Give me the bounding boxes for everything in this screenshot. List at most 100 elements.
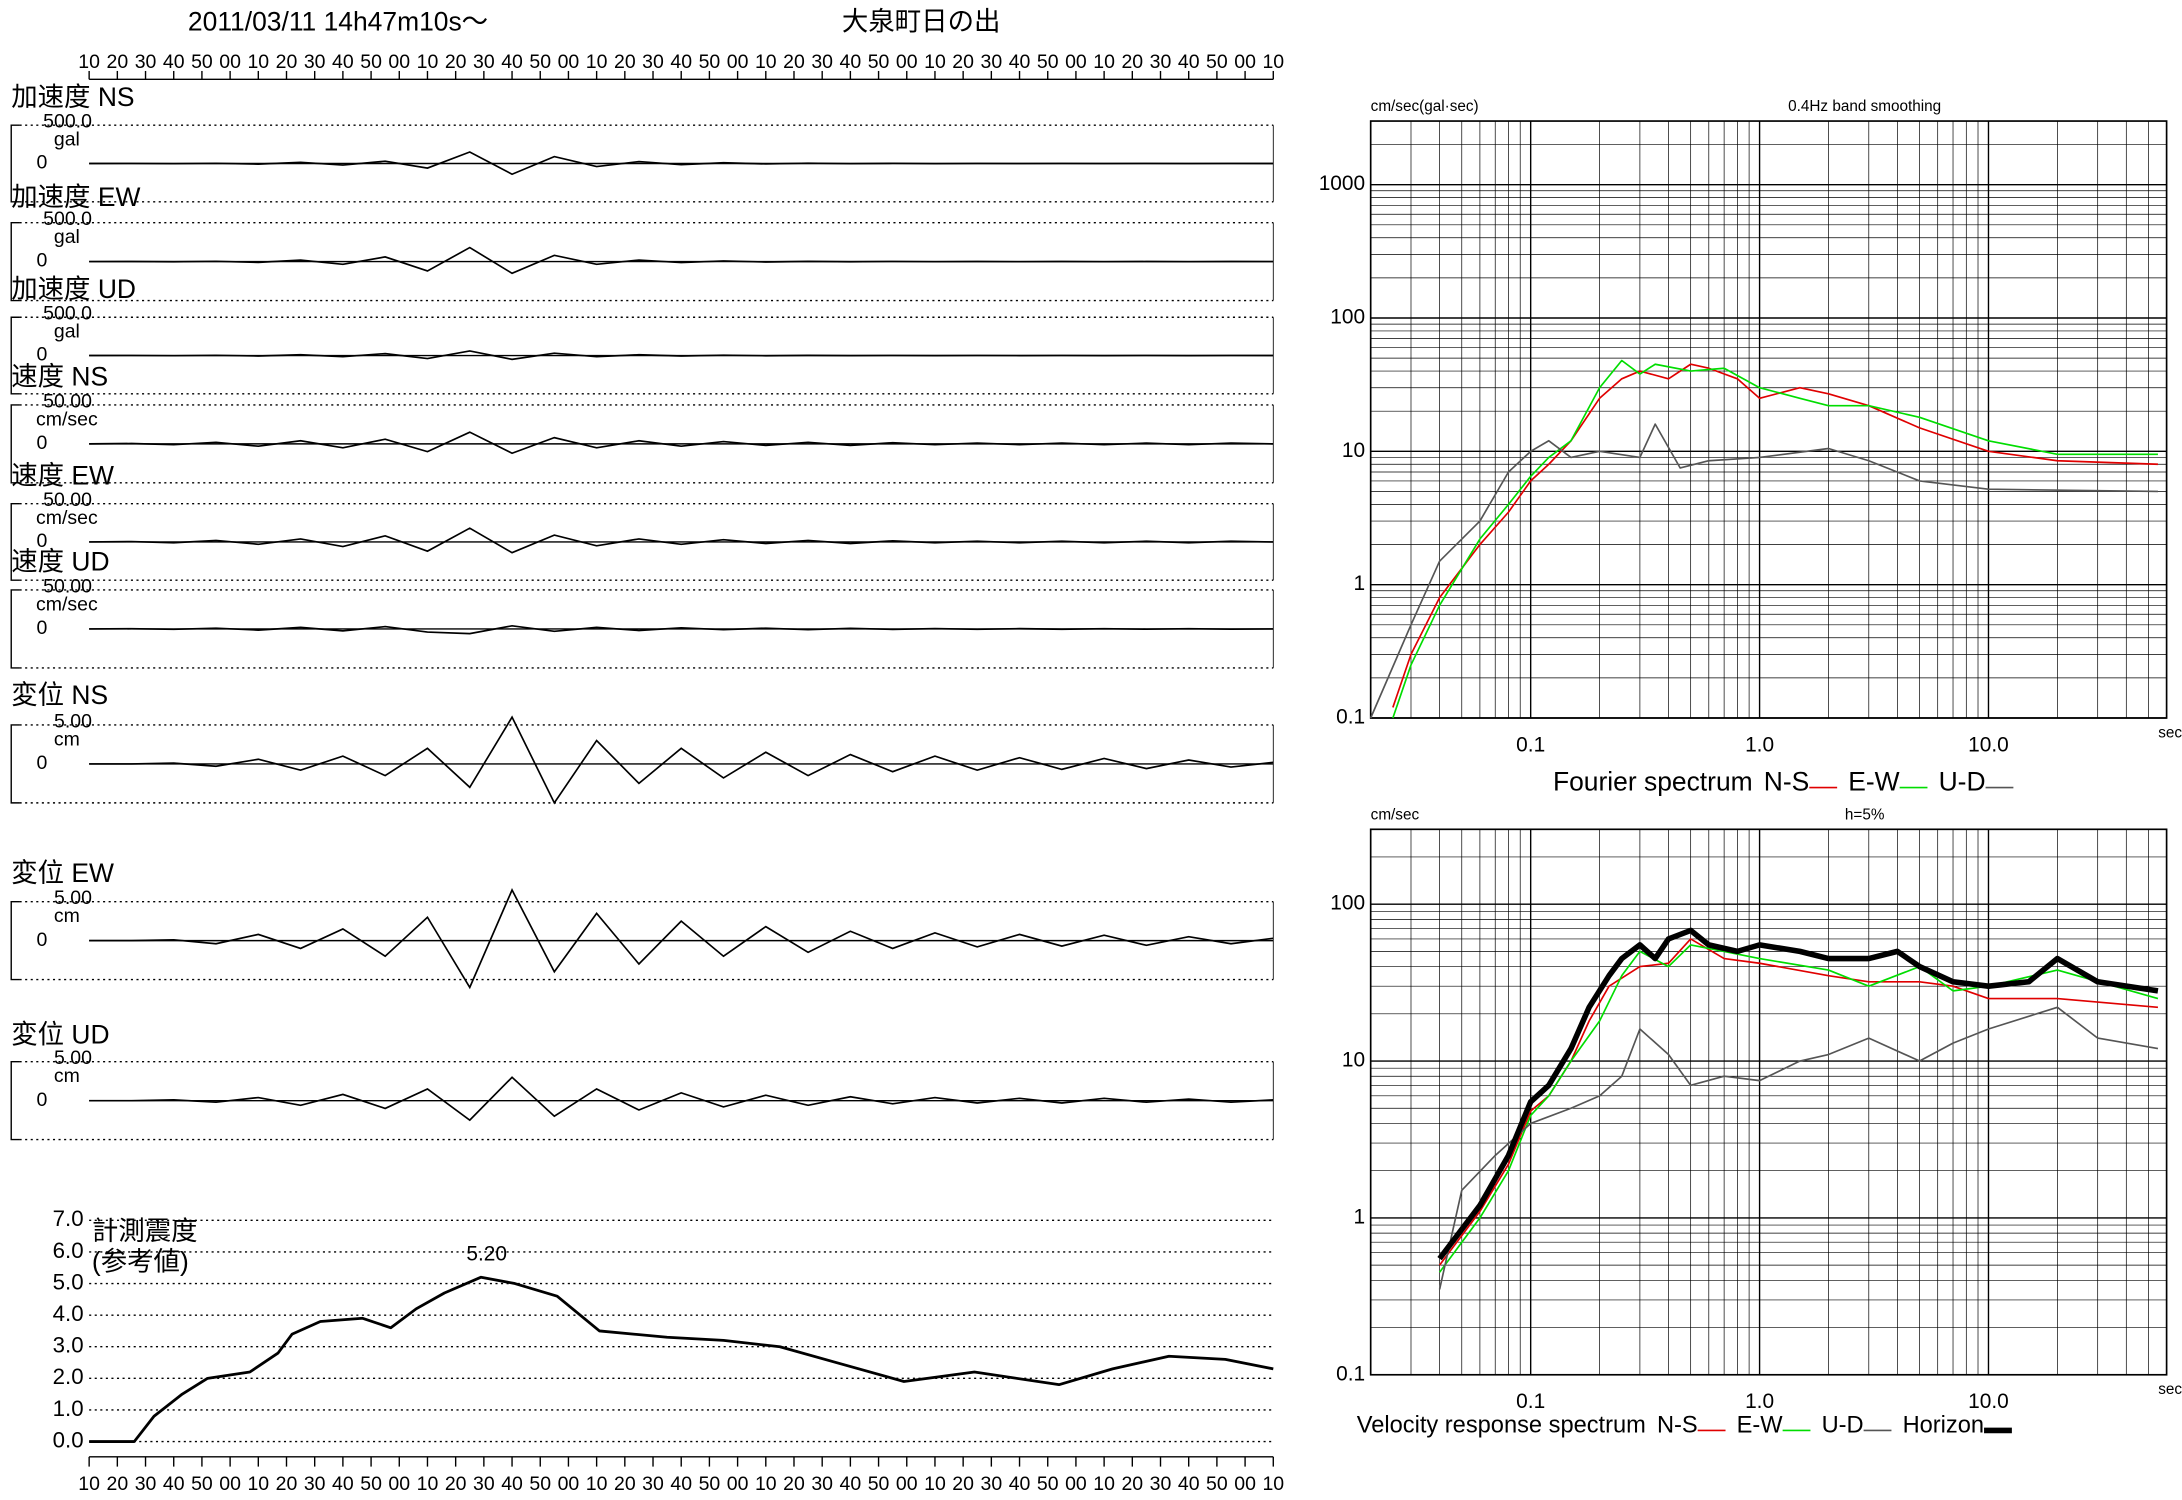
x-tick-label: 40 [1178,1473,1200,1495]
y-tick-label: 3.0 [53,1333,84,1358]
y-tick-label: 0.0 [53,1427,84,1452]
x-tick-label: 10 [755,1473,777,1495]
panel-title: 速度 NS [11,361,108,391]
x-tick-label: 50 [191,1473,213,1495]
panel-frame [10,124,20,203]
x-tick-label: 30 [981,1473,1003,1495]
x-tick-label: 30 [981,51,1003,73]
y-tick-label: 5.00 [54,887,92,909]
y-tick-label: 0 [37,432,48,454]
unit-label: cm/sec [36,593,98,615]
y-tick-label: 0 [37,752,48,774]
x-tick-label: 30 [642,1473,664,1495]
y-tick-label: 4.0 [53,1301,84,1326]
waveform [89,350,1274,361]
y-tick-label: 0 [37,152,48,174]
x-tick-label: 20 [952,51,974,73]
waveform [89,527,1274,554]
peak-label: 5.20 [466,1242,507,1265]
series-line [89,1275,1274,1443]
legend-label: E-W [1848,766,1899,796]
y-tick-label: 1 [1354,1205,1366,1228]
panel-frame [10,503,20,581]
y-tick-label: 500.0 [43,208,92,230]
x-tick-label: 40 [670,1473,692,1495]
x-tick-label: 10 [586,1473,608,1495]
panel-title: 変位 EW [11,858,114,888]
legend-label: E-W [1737,1413,1784,1439]
y-tick-label: 100 [1330,306,1365,329]
panel-title: 変位 UD [11,1020,109,1050]
x-tick-label: 0.1 [1516,1390,1545,1413]
series-line [1392,359,2158,719]
y-tick-label: 0 [37,250,48,272]
x-tick-label: 00 [727,1473,749,1495]
x-tick-label: 20 [783,1473,805,1495]
x-tick-label: 20 [445,1473,467,1495]
x-tick-label: 00 [388,1473,410,1495]
x-tick-label: 40 [1178,51,1200,73]
y-tick-label: 0 [37,530,48,552]
subtitle: h=5% [1845,806,1885,823]
x-tick-label: 50 [191,51,213,73]
x-tick-label: 40 [332,1473,354,1495]
x-tick-label: 40 [670,51,692,73]
x-axis-label: sec [2158,724,2182,741]
y-tick-label: 5.00 [54,1047,92,1069]
x-tick-label: 50 [1206,51,1228,73]
y-axis-label: cm/sec [1371,806,1420,823]
x-tick-label: 50 [360,51,382,73]
series-line [1438,938,2159,1266]
x-tick-label: 20 [614,1473,636,1495]
x-tick-label: 10 [247,51,269,73]
waveform [89,246,1274,275]
x-tick-label: 30 [1150,51,1172,73]
x-tick-label: 50 [868,51,890,73]
y-tick-label: 6.0 [53,1238,84,1263]
unit-label: cm/sec [36,507,98,529]
panel-frame [10,589,20,669]
series-line [1438,1006,2159,1290]
y-tick-label: 5.0 [53,1269,84,1294]
y-tick-label: 50.00 [43,575,92,597]
y-tick-label: 0 [37,1089,48,1111]
panel-title: 加速度 NS [11,82,134,112]
legend-label: Horizon [1903,1413,1984,1439]
x-tick-label: 1.0 [1745,1390,1774,1413]
y-tick-label: 1.0 [53,1396,84,1421]
x-tick-label: 50 [529,51,551,73]
x-tick-label: 00 [1065,1473,1087,1495]
x-tick-label: 30 [135,1473,157,1495]
waveform [89,888,1274,990]
x-tick-label: 10 [417,1473,439,1495]
y-tick-label: 2.0 [53,1364,84,1389]
x-tick-label: 20 [276,1473,298,1495]
plot-frame [1369,120,2168,719]
series-line [1437,927,2159,1261]
x-tick-label: 30 [135,51,157,73]
x-tick-label: 00 [896,1473,918,1495]
unit-label: cm [54,1065,80,1087]
unit-label: cm/sec [36,408,98,430]
x-tick-label: 50 [360,1473,382,1495]
x-tick-label: 00 [896,51,918,73]
x-tick-label: 20 [783,51,805,73]
x-tick-label: 30 [304,51,326,73]
y-tick-label: 10 [1342,439,1365,462]
y-tick-label: 500.0 [43,303,92,325]
y-tick-label: 100 [1330,892,1365,915]
x-tick-label: 50 [1037,1473,1059,1495]
x-tick-label: 50 [529,1473,551,1495]
panel-frame [10,316,20,395]
x-tick-label: 10 [924,1473,946,1495]
x-tick-label: 00 [388,51,410,73]
x-tick-label: 10 [755,51,777,73]
x-tick-label: 1.0 [1745,733,1774,756]
unit-label: cm [54,905,80,927]
x-tick-label: 30 [642,51,664,73]
x-tick-label: 10 [78,51,100,73]
y-tick-label: 500.0 [43,111,92,133]
x-tick-label: 10.0 [1968,1390,2009,1413]
x-tick-label: 50 [868,1473,890,1495]
x-tick-label: 40 [332,51,354,73]
